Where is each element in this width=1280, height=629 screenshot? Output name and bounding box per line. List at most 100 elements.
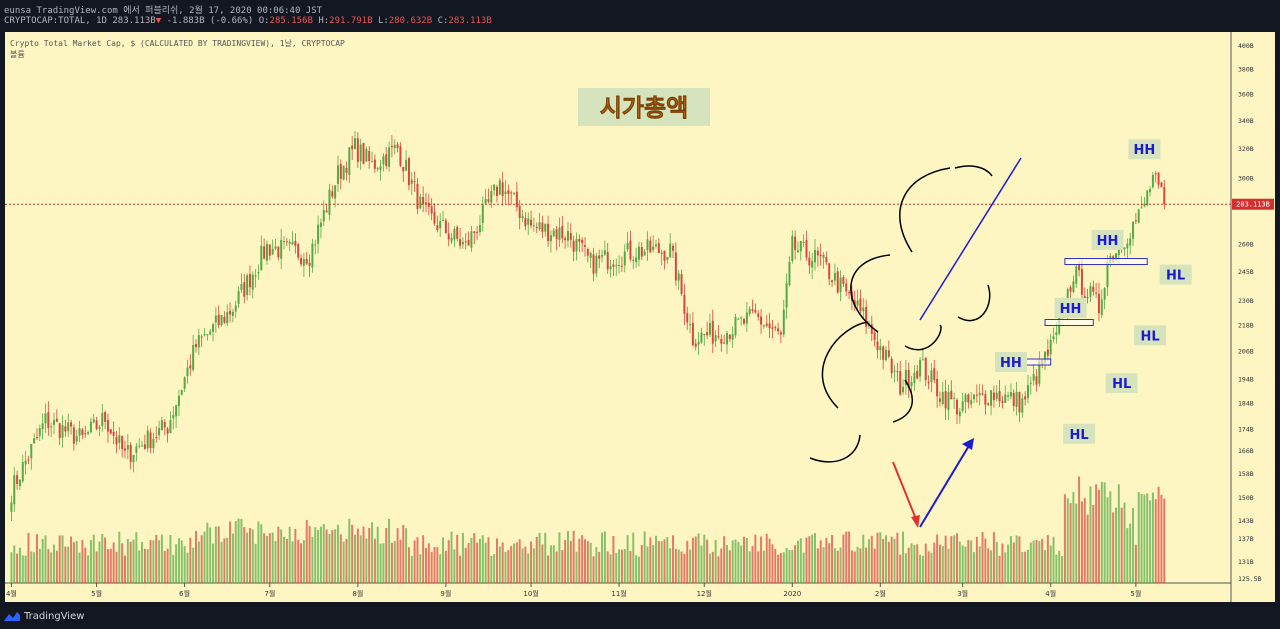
volume-bar [970, 540, 973, 583]
candle-body [447, 233, 450, 240]
candle-body [166, 428, 169, 434]
volume-bar [419, 554, 422, 583]
volume-bar [646, 546, 649, 583]
candle-body [16, 475, 19, 484]
candle-body [882, 346, 885, 360]
candle-body [904, 369, 907, 386]
volume-bar [899, 554, 902, 583]
footer-brand: TradingView [24, 611, 85, 622]
volume-bar [885, 535, 887, 583]
volume-bar [566, 531, 569, 583]
volume-bar [339, 534, 342, 583]
candle-body [87, 432, 90, 434]
candle-body [615, 265, 618, 267]
volume-bar [637, 556, 640, 583]
volume-bar [393, 540, 396, 583]
candle-body [655, 244, 657, 247]
candle-body [186, 367, 189, 377]
candle-body [836, 271, 839, 293]
volume-bar [177, 538, 180, 583]
volume-bar [1137, 492, 1140, 583]
volume-bar [402, 524, 405, 583]
candle-body [1151, 174, 1154, 188]
volume-bar [777, 554, 780, 583]
volume-bar [1097, 489, 1100, 583]
candle-body [791, 235, 794, 262]
volume-bar [1038, 540, 1041, 583]
volume-bar [527, 553, 530, 583]
close-value: 283.113B [448, 16, 492, 26]
volume-bar [70, 536, 73, 583]
volume-bar [1123, 502, 1126, 583]
volume-bar [379, 543, 382, 583]
volume-bar [751, 546, 754, 583]
volume-bar [1052, 536, 1055, 583]
volume-bar [371, 522, 374, 583]
ohlc-line: CRYPTOCAP:TOTAL, 1D 283.113B▼ -1.883B (-… [4, 16, 492, 26]
candle-body [921, 359, 924, 361]
volume-bar [765, 533, 768, 583]
volume-bar [124, 555, 126, 583]
candle-body [75, 436, 78, 442]
candle-body [336, 165, 339, 184]
candle-body [297, 243, 300, 258]
price-tick-label: 150B [1238, 494, 1254, 502]
candle-body [575, 239, 578, 252]
candle-body [669, 243, 672, 257]
low-label: L: [377, 16, 389, 26]
price-tick-label: 300B [1238, 175, 1254, 183]
volume-bar [277, 526, 280, 583]
candle-body [902, 386, 905, 393]
volume-bar [459, 555, 462, 583]
candle-body [1007, 395, 1010, 397]
volume-bar [21, 555, 24, 583]
volume-bar [495, 538, 498, 583]
candle-body [390, 146, 393, 148]
volume-bar [1089, 486, 1092, 583]
volume-bar [723, 536, 726, 583]
volume-bar [700, 545, 703, 583]
volume-bar [169, 535, 172, 583]
price-chart[interactable]: 400B 380B 360B 340B 320B 300B 260B 245B 230B 218B… [0, 30, 1280, 605]
candle-body [291, 242, 294, 245]
volume-bar [92, 534, 95, 583]
swing-arcs [809, 165, 993, 463]
candle-body [910, 381, 913, 387]
volume-bar [938, 544, 941, 583]
candle-body [169, 420, 172, 434]
volume-bar [240, 518, 243, 583]
candle-body [246, 275, 249, 295]
volume-bar [686, 540, 689, 583]
candle-body [680, 274, 683, 294]
candle-body [1038, 360, 1041, 384]
volume-bar [941, 545, 944, 583]
volume-bar [873, 548, 876, 583]
candle-body [760, 316, 763, 325]
candle-body [595, 255, 598, 274]
volume-bar [640, 545, 643, 583]
candle-body [1015, 391, 1018, 408]
volume-bar [163, 550, 166, 583]
volume-bar [978, 546, 981, 583]
volume-bar [58, 535, 61, 583]
volume-bar [1100, 481, 1103, 583]
volume-bar [504, 551, 507, 583]
candle-body [328, 189, 331, 215]
volume-bar [67, 546, 70, 583]
volume-bar [879, 532, 882, 583]
volume-bar [234, 521, 237, 583]
candle-body [214, 315, 217, 323]
volume-bar [442, 537, 445, 583]
candle-body [743, 319, 746, 324]
candle-body [342, 165, 345, 180]
candle-body [427, 202, 430, 207]
candle-body [808, 257, 811, 266]
volume-bar [694, 536, 697, 583]
candle-body [288, 242, 291, 244]
open-label: O: [258, 16, 270, 26]
candle-body [294, 240, 297, 246]
volume-bar [416, 537, 419, 583]
volume-bar [819, 540, 822, 583]
candle-body [1103, 287, 1106, 300]
candle-body [584, 245, 586, 247]
